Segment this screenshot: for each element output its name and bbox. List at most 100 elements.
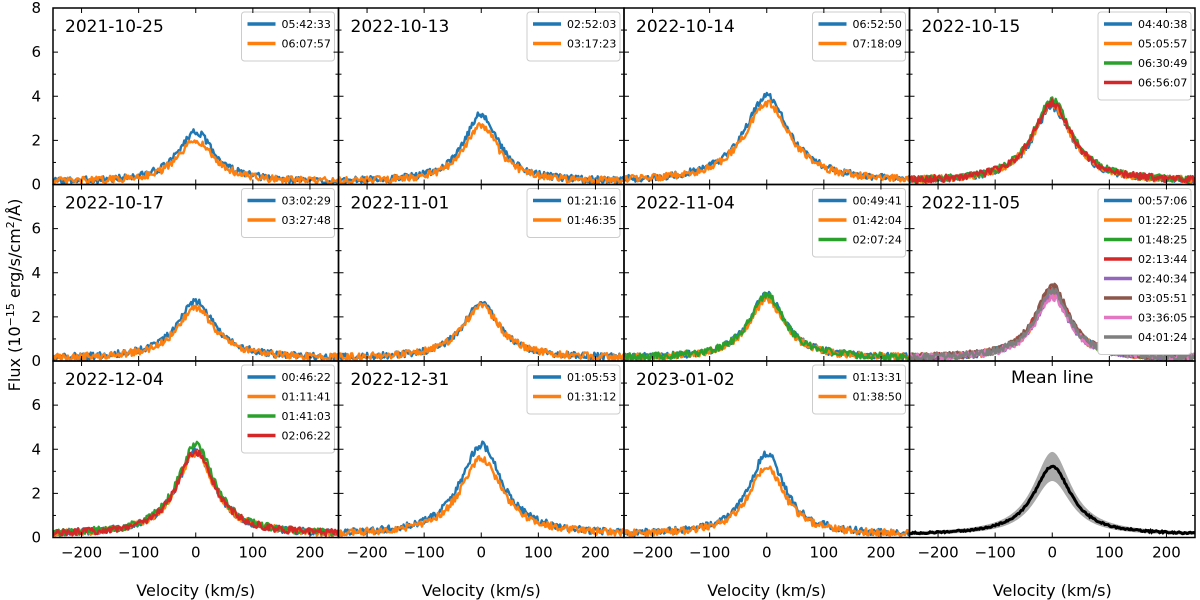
y-axis-label-exp2: 2	[4, 221, 17, 228]
y-axis-label: Flux (10−15 erg/s/cm2/Å)	[4, 199, 24, 392]
panel-title: 2022-11-04	[636, 194, 735, 214]
legend-label: 01:11:41	[282, 391, 331, 404]
legend-label: 06:30:49	[1138, 57, 1187, 70]
legend-label: 03:17:23	[567, 38, 616, 51]
y-tick-label: 2	[31, 308, 41, 326]
y-axis-label-exp1: −15	[4, 303, 17, 326]
legend-label: 01:41:03	[282, 410, 331, 423]
series-01:13:31	[624, 450, 910, 538]
series-06:07:57	[53, 139, 339, 185]
series-01:21:16	[338, 300, 624, 361]
legend-label: 06:56:07	[1138, 77, 1187, 90]
legend-label: 01:22:25	[1138, 214, 1187, 227]
y-tick-label: 6	[31, 43, 41, 61]
plot-area	[624, 450, 910, 538]
legend: 01:05:53 01:31:12	[526, 364, 621, 415]
x-tick-label: −200	[632, 544, 673, 562]
legend-label: 03:27:48	[282, 214, 331, 227]
y-tick-label: 0	[31, 352, 41, 370]
y-tick-label: 2	[31, 131, 41, 149]
panel-2022-10-15: 2022-10-15 04:40:38 05:05:57 06:30:49 06:56:…	[908, 7, 1196, 186]
x-tick-label: −100	[404, 544, 445, 562]
legend-label: 04:01:24	[1138, 331, 1187, 344]
plot-area	[53, 298, 339, 361]
series-01:46:35	[338, 302, 624, 361]
legend-label: 01:21:16	[567, 195, 616, 208]
panel-title: 2022-10-13	[351, 17, 450, 37]
legend-label: 03:02:29	[282, 195, 331, 208]
x-tick-label: −100	[689, 544, 730, 562]
legend-label: 03:36:05	[1138, 312, 1187, 325]
plot-area	[338, 440, 624, 537]
y-tick-label: 4	[31, 87, 41, 105]
legend: 00:57:06 01:22:25 01:48:25 02:13:44 02:40:34…	[1097, 188, 1192, 355]
x-tick-label: 0	[191, 544, 201, 562]
legend: 04:40:38 05:05:57 06:30:49 06:56:07	[1097, 11, 1192, 101]
x-tick-label: 100	[810, 544, 839, 562]
panel-2022-10-17: 2022-10-17 03:02:29 03:27:48 0 2 4 6	[31, 183, 340, 370]
panel-2023-01-02: 2023-01-02 01:13:31 01:38:50 −200 −100 0 100 20…	[623, 360, 911, 600]
legend-label: 06:07:57	[282, 38, 331, 51]
series-07:18:09	[624, 99, 910, 183]
legend: 01:13:31 01:38:50	[812, 364, 906, 415]
x-tick-label: 200	[581, 544, 610, 562]
legend-label: 00:49:41	[853, 195, 902, 208]
y-tick-label: 2	[31, 484, 41, 502]
plot-area	[624, 91, 910, 183]
series-04:01:24	[909, 287, 1195, 361]
y-axis-label-mid: erg/s/cm	[5, 228, 24, 303]
y-tick-label: 4	[31, 440, 41, 458]
legend: 05:42:33 06:07:57	[241, 11, 335, 62]
legend-label: 01:05:53	[567, 371, 616, 384]
series-04:40:38	[909, 103, 1195, 185]
legend-label: 01:31:12	[567, 391, 616, 404]
panel-2022-12-31: 2022-12-31 01:05:53 01:31:12 −200 −100 0 100 20…	[337, 360, 625, 600]
legend-label: 00:57:06	[1138, 195, 1187, 208]
series-05:05:57	[909, 100, 1195, 185]
legend-label: 00:46:22	[282, 371, 331, 384]
x-axis-label: Velocity (km/s)	[422, 581, 541, 600]
series-05:42:33	[53, 128, 339, 185]
legend: 00:46:22 01:11:41 01:41:03 02:06:22	[241, 364, 335, 454]
plot-area	[338, 300, 624, 361]
y-axis-label-pre: Flux (10	[5, 326, 24, 391]
plot-area	[624, 290, 910, 361]
series-02:52:03	[338, 111, 624, 185]
legend: 01:21:16 01:46:35	[526, 188, 621, 238]
legend-frame	[1097, 188, 1192, 355]
y-tick-label: 6	[31, 220, 41, 238]
y-tick-label: 8	[31, 0, 41, 17]
mean-line-curve	[909, 464, 1195, 536]
series-06:30:49	[909, 96, 1195, 184]
x-axis-label: Velocity (km/s)	[136, 581, 255, 600]
series-01:42:04	[624, 295, 910, 361]
series-00:46:22	[53, 447, 339, 537]
legend-label: 01:46:35	[567, 214, 616, 227]
panel-title: 2022-10-17	[65, 194, 164, 214]
legend-frame	[241, 364, 335, 454]
legend: 03:02:29 03:27:48	[241, 188, 335, 238]
series-03:27:48	[53, 304, 339, 361]
x-tick-label: 0	[476, 544, 486, 562]
panel-2022-11-05: 2022-11-05 00:57:06 01:22:25 01:48:25 02:13:…	[908, 183, 1196, 362]
y-tick-label: 4	[31, 264, 41, 282]
series-01:31:12	[338, 455, 624, 537]
panel-2022-10-13: 2022-10-13 02:52:03 03:17:23	[337, 7, 625, 186]
x-axis-label: Velocity (km/s)	[993, 581, 1112, 600]
plot-area	[53, 440, 339, 538]
x-tick-label: −200	[346, 544, 387, 562]
mean-line-spread-band	[909, 451, 1195, 535]
panel-title: 2022-10-14	[636, 17, 735, 37]
legend-label: 05:42:33	[282, 18, 331, 31]
x-tick-label: −100	[118, 544, 159, 562]
legend-label: 02:07:24	[853, 234, 902, 247]
legend-label: 03:05:51	[1138, 292, 1187, 305]
x-tick-label: −100	[975, 544, 1016, 562]
x-axis-label: Velocity (km/s)	[707, 581, 826, 600]
series-02:07:24	[624, 292, 910, 361]
y-axis-label-post: /Å)	[5, 199, 24, 222]
x-tick-label: 100	[239, 544, 268, 562]
x-tick-label: 100	[1095, 544, 1124, 562]
y-tick-label: 6	[31, 396, 41, 414]
